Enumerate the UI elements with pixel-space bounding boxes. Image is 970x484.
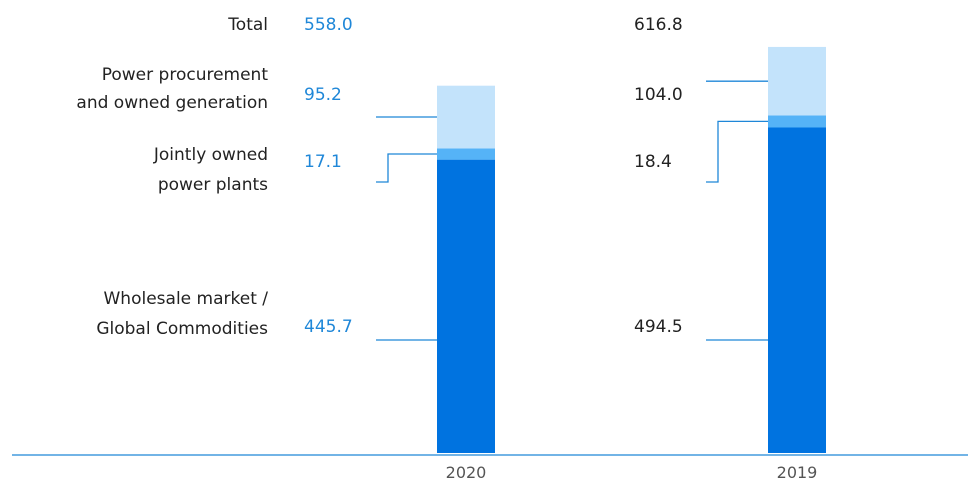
total-label: Total — [227, 15, 268, 35]
series-label-2-line-2: power plants — [158, 175, 268, 195]
connector-line-2019-2 — [706, 120, 768, 183]
value-label-2020-3: 95.2 — [304, 85, 342, 105]
value-label-2019-3: 104.0 — [634, 85, 683, 105]
value-label-2019-1: 494.5 — [634, 317, 683, 337]
series-label-3-line-2: and owned generation — [76, 93, 268, 113]
connector-group — [376, 80, 768, 341]
label-group: 445.7 17.1 95.2 558.0 494.5 18.4 104.0 616.8 Who… — [76, 15, 682, 339]
bar-segment-2020-3 — [437, 85, 495, 149]
value-label-2020-2: 17.1 — [304, 152, 342, 172]
x-tick-label-2019: 2019 — [777, 463, 818, 482]
value-label-2019-2: 18.4 — [634, 152, 672, 172]
connector-line-2020-2 — [376, 153, 437, 183]
x-tick-group: 2020 2019 — [446, 463, 818, 482]
value-label-2020-1: 445.7 — [304, 317, 353, 337]
series-label-1-line-1: Wholesale market / — [104, 289, 269, 309]
series-label-1-line-2: Global Commodities — [96, 319, 268, 339]
total-value-label-2020: 558.0 — [304, 15, 353, 35]
bar-segment-2019-1 — [768, 127, 826, 453]
bar-segment-2019-3 — [768, 46, 826, 116]
bar-segment-2019-2 — [768, 115, 826, 128]
bar-group — [437, 46, 826, 453]
bar-segment-2020-1 — [437, 159, 495, 453]
series-label-2-line-1: Jointly owned — [153, 145, 268, 165]
total-value-label-2019: 616.8 — [634, 15, 683, 35]
bar-segment-2020-2 — [437, 148, 495, 160]
series-label-3-line-1: Power procurement — [102, 65, 269, 85]
x-tick-label-2020: 2020 — [446, 463, 487, 482]
